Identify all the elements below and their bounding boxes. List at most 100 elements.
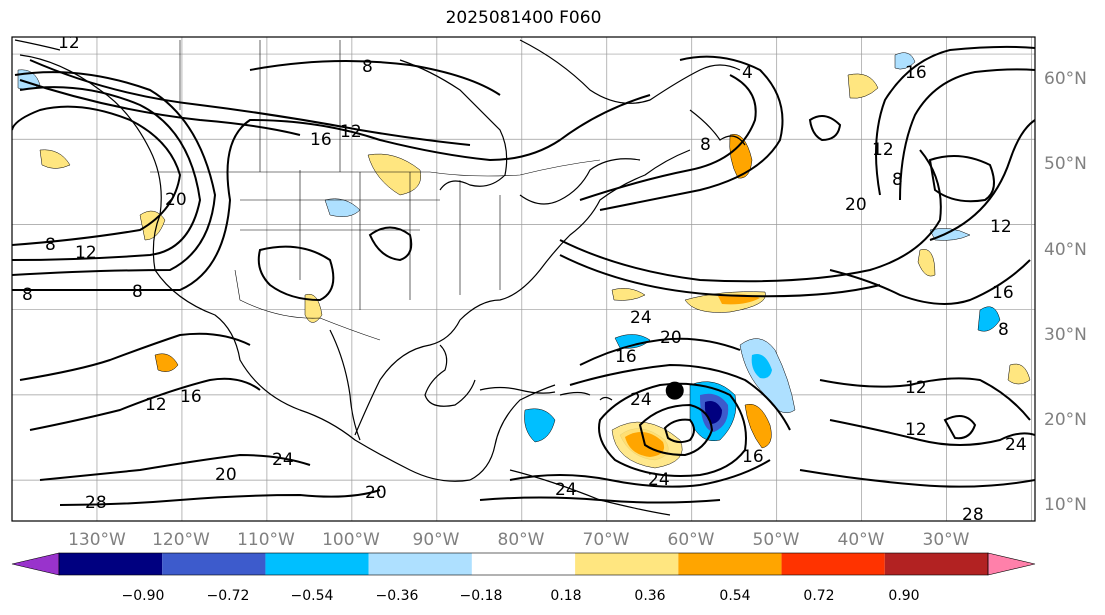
colorbar-segment (987, 552, 1036, 576)
lat-label: 50°N (1044, 154, 1087, 174)
lon-label: 80°W (498, 530, 545, 550)
lon-label: 30°W (923, 530, 970, 550)
shade-blob (154, 353, 179, 372)
shade-blob (611, 288, 646, 301)
storm-center-marker (665, 381, 684, 400)
colorbar-tick-labels: −0.90 −0.72 −0.54 −0.36 −0.18 0.18 0.36 … (122, 588, 920, 604)
contour-label: 4 (742, 63, 753, 83)
lon-label: 120°W (152, 530, 210, 550)
contour-label: 12 (905, 420, 927, 440)
colorbar-tick-label: −0.18 (460, 588, 503, 604)
contour-label: 8 (132, 282, 143, 302)
contour-label: 12 (58, 33, 80, 53)
colorbar-tick-label: 0.72 (803, 588, 834, 604)
lon-label: 40°W (838, 530, 885, 550)
contour-label: 8 (362, 57, 373, 77)
colorbar (11, 552, 1036, 576)
contour-label: 28 (85, 493, 107, 513)
contour-label: 12 (75, 243, 97, 263)
shade-blob (917, 249, 936, 277)
shade-blob (894, 52, 916, 70)
shade-blob (304, 293, 323, 323)
colorbar-tick-label: 0.90 (888, 588, 919, 604)
lon-label: 130°W (68, 530, 126, 550)
contour-label: 24 (1005, 435, 1027, 455)
contour-label: 20 (165, 190, 187, 210)
map-frame (11, 36, 1036, 522)
colorbar-segment (781, 553, 885, 575)
colorbar-tick-label: 0.54 (719, 588, 750, 604)
shade-blob (39, 149, 71, 169)
lon-label: 110°W (237, 530, 295, 550)
shade-blob (367, 153, 422, 196)
colorbar-segment (678, 553, 782, 575)
colorbar-tick-label: −0.36 (376, 588, 419, 604)
contour-lines (12, 45, 1035, 506)
contour-label: 12 (990, 217, 1012, 237)
shade-blob (751, 354, 772, 379)
lon-label: 100°W (322, 530, 380, 550)
contour-label: 12 (145, 395, 167, 415)
contour-label: 12 (905, 378, 927, 398)
contour-label: 16 (615, 347, 637, 367)
contour-label: 24 (555, 480, 577, 500)
contour-label: 16 (992, 283, 1014, 303)
colorbar-tick-label: 0.36 (634, 588, 665, 604)
shade-blob (847, 73, 879, 99)
latitude-labels: 60°N 50°N 40°N 30°N 20°N 10°N (1044, 69, 1087, 515)
lon-label: 90°W (413, 530, 460, 550)
colorbar-segment (368, 553, 472, 575)
shade-blob (614, 334, 651, 349)
colorbar-tick-label: −0.72 (207, 588, 250, 604)
shade-blob (524, 408, 556, 443)
colorbar-tick-label: −0.54 (291, 588, 334, 604)
contour-label: 12 (340, 122, 362, 142)
contour-label: 16 (742, 447, 764, 467)
colorbar-tick-label: −0.90 (122, 588, 165, 604)
lon-label: 50°W (753, 530, 800, 550)
shade-blob (744, 403, 772, 449)
colorbar-segment (59, 553, 163, 575)
political-borders (150, 40, 601, 341)
contour-label: 20 (215, 465, 237, 485)
map-title: 2025081400 F060 (445, 8, 602, 28)
longitude-labels: 130°W 120°W 110°W 100°W 90°W 80°W 70°W 6… (68, 530, 970, 550)
contour-label: 28 (962, 505, 984, 525)
lat-label: 60°N (1044, 69, 1087, 89)
contour-label: 24 (648, 470, 670, 490)
colorbar-tick-label: 0.18 (550, 588, 581, 604)
shade-blob (977, 306, 1001, 332)
colorbar-segment (11, 552, 60, 576)
contour-label: 24 (630, 390, 652, 410)
colorbar-outline (58, 552, 989, 576)
lon-label: 70°W (583, 530, 630, 550)
contour-label: 8 (998, 320, 1009, 340)
colorbar-segment (575, 553, 679, 575)
contour-label: 8 (700, 135, 711, 155)
colorbar-segment (884, 553, 988, 575)
contour-label: 12 (872, 140, 894, 160)
shade-blob (1007, 363, 1031, 385)
contour-label: 8 (22, 285, 33, 305)
contour-label: 20 (845, 195, 867, 215)
shade-blob (929, 228, 971, 241)
shade-blob (729, 134, 753, 179)
lat-label: 10°N (1044, 495, 1087, 515)
coastlines (14, 39, 746, 516)
contour-label: 8 (45, 235, 56, 255)
contour-label: 16 (310, 130, 332, 150)
lat-label: 40°N (1044, 240, 1087, 260)
contour-label: 16 (180, 387, 202, 407)
colorbar-segment (162, 553, 266, 575)
contour-label: 24 (272, 450, 294, 470)
colorbar-segment (265, 553, 369, 575)
contour-label: 24 (630, 308, 652, 328)
lat-label: 20°N (1044, 410, 1087, 430)
lon-label: 60°W (668, 530, 715, 550)
lat-label: 30°N (1044, 325, 1087, 345)
contour-label: 16 (905, 63, 927, 83)
contour-labels: 12 8 16 12 4 16 8 20 12 8 20 8 12 8 8 24… (22, 33, 1027, 525)
contour-label: 20 (660, 328, 682, 348)
contour-label: 20 (365, 483, 387, 503)
